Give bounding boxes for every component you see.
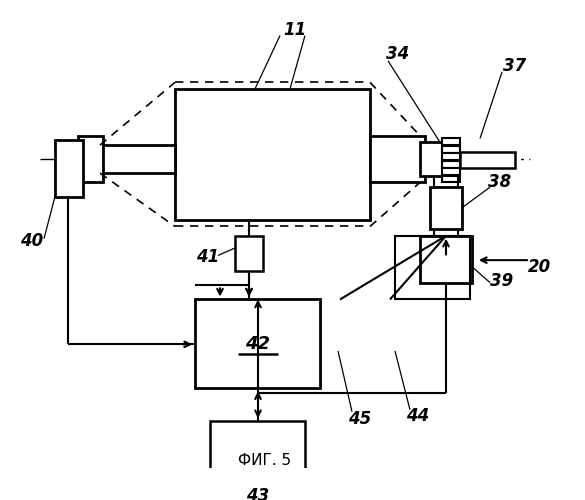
Bar	[442, 168, 460, 175]
Text: 38: 38	[488, 174, 512, 192]
Text: 40: 40	[20, 232, 44, 250]
Text: 45: 45	[349, 410, 371, 428]
Bar	[442, 176, 460, 182]
Bar	[195, 300, 320, 388]
Text: 37: 37	[503, 56, 526, 74]
Text: 43: 43	[246, 487, 270, 500]
Text: 42: 42	[246, 336, 270, 353]
Bar	[395, 236, 470, 300]
Bar	[210, 421, 305, 482]
Bar	[420, 236, 472, 282]
Bar	[78, 136, 103, 182]
Text: 20: 20	[528, 258, 552, 276]
Bar	[100, 145, 175, 173]
Bar	[442, 138, 460, 145]
Bar	[370, 136, 425, 182]
Bar	[442, 161, 460, 168]
Bar	[430, 187, 462, 230]
Bar	[442, 146, 460, 152]
Bar	[442, 154, 460, 160]
Bar	[55, 140, 83, 196]
Bar	[175, 89, 370, 220]
Bar	[460, 152, 515, 168]
Text: 11: 11	[283, 21, 307, 39]
Text: 44: 44	[407, 408, 429, 426]
Text: 39: 39	[490, 272, 514, 289]
Bar	[235, 236, 263, 272]
Bar	[420, 142, 442, 176]
Text: 41: 41	[197, 248, 219, 266]
Text: ФИГ. 5: ФИГ. 5	[239, 453, 291, 468]
Text: 34: 34	[386, 46, 410, 64]
